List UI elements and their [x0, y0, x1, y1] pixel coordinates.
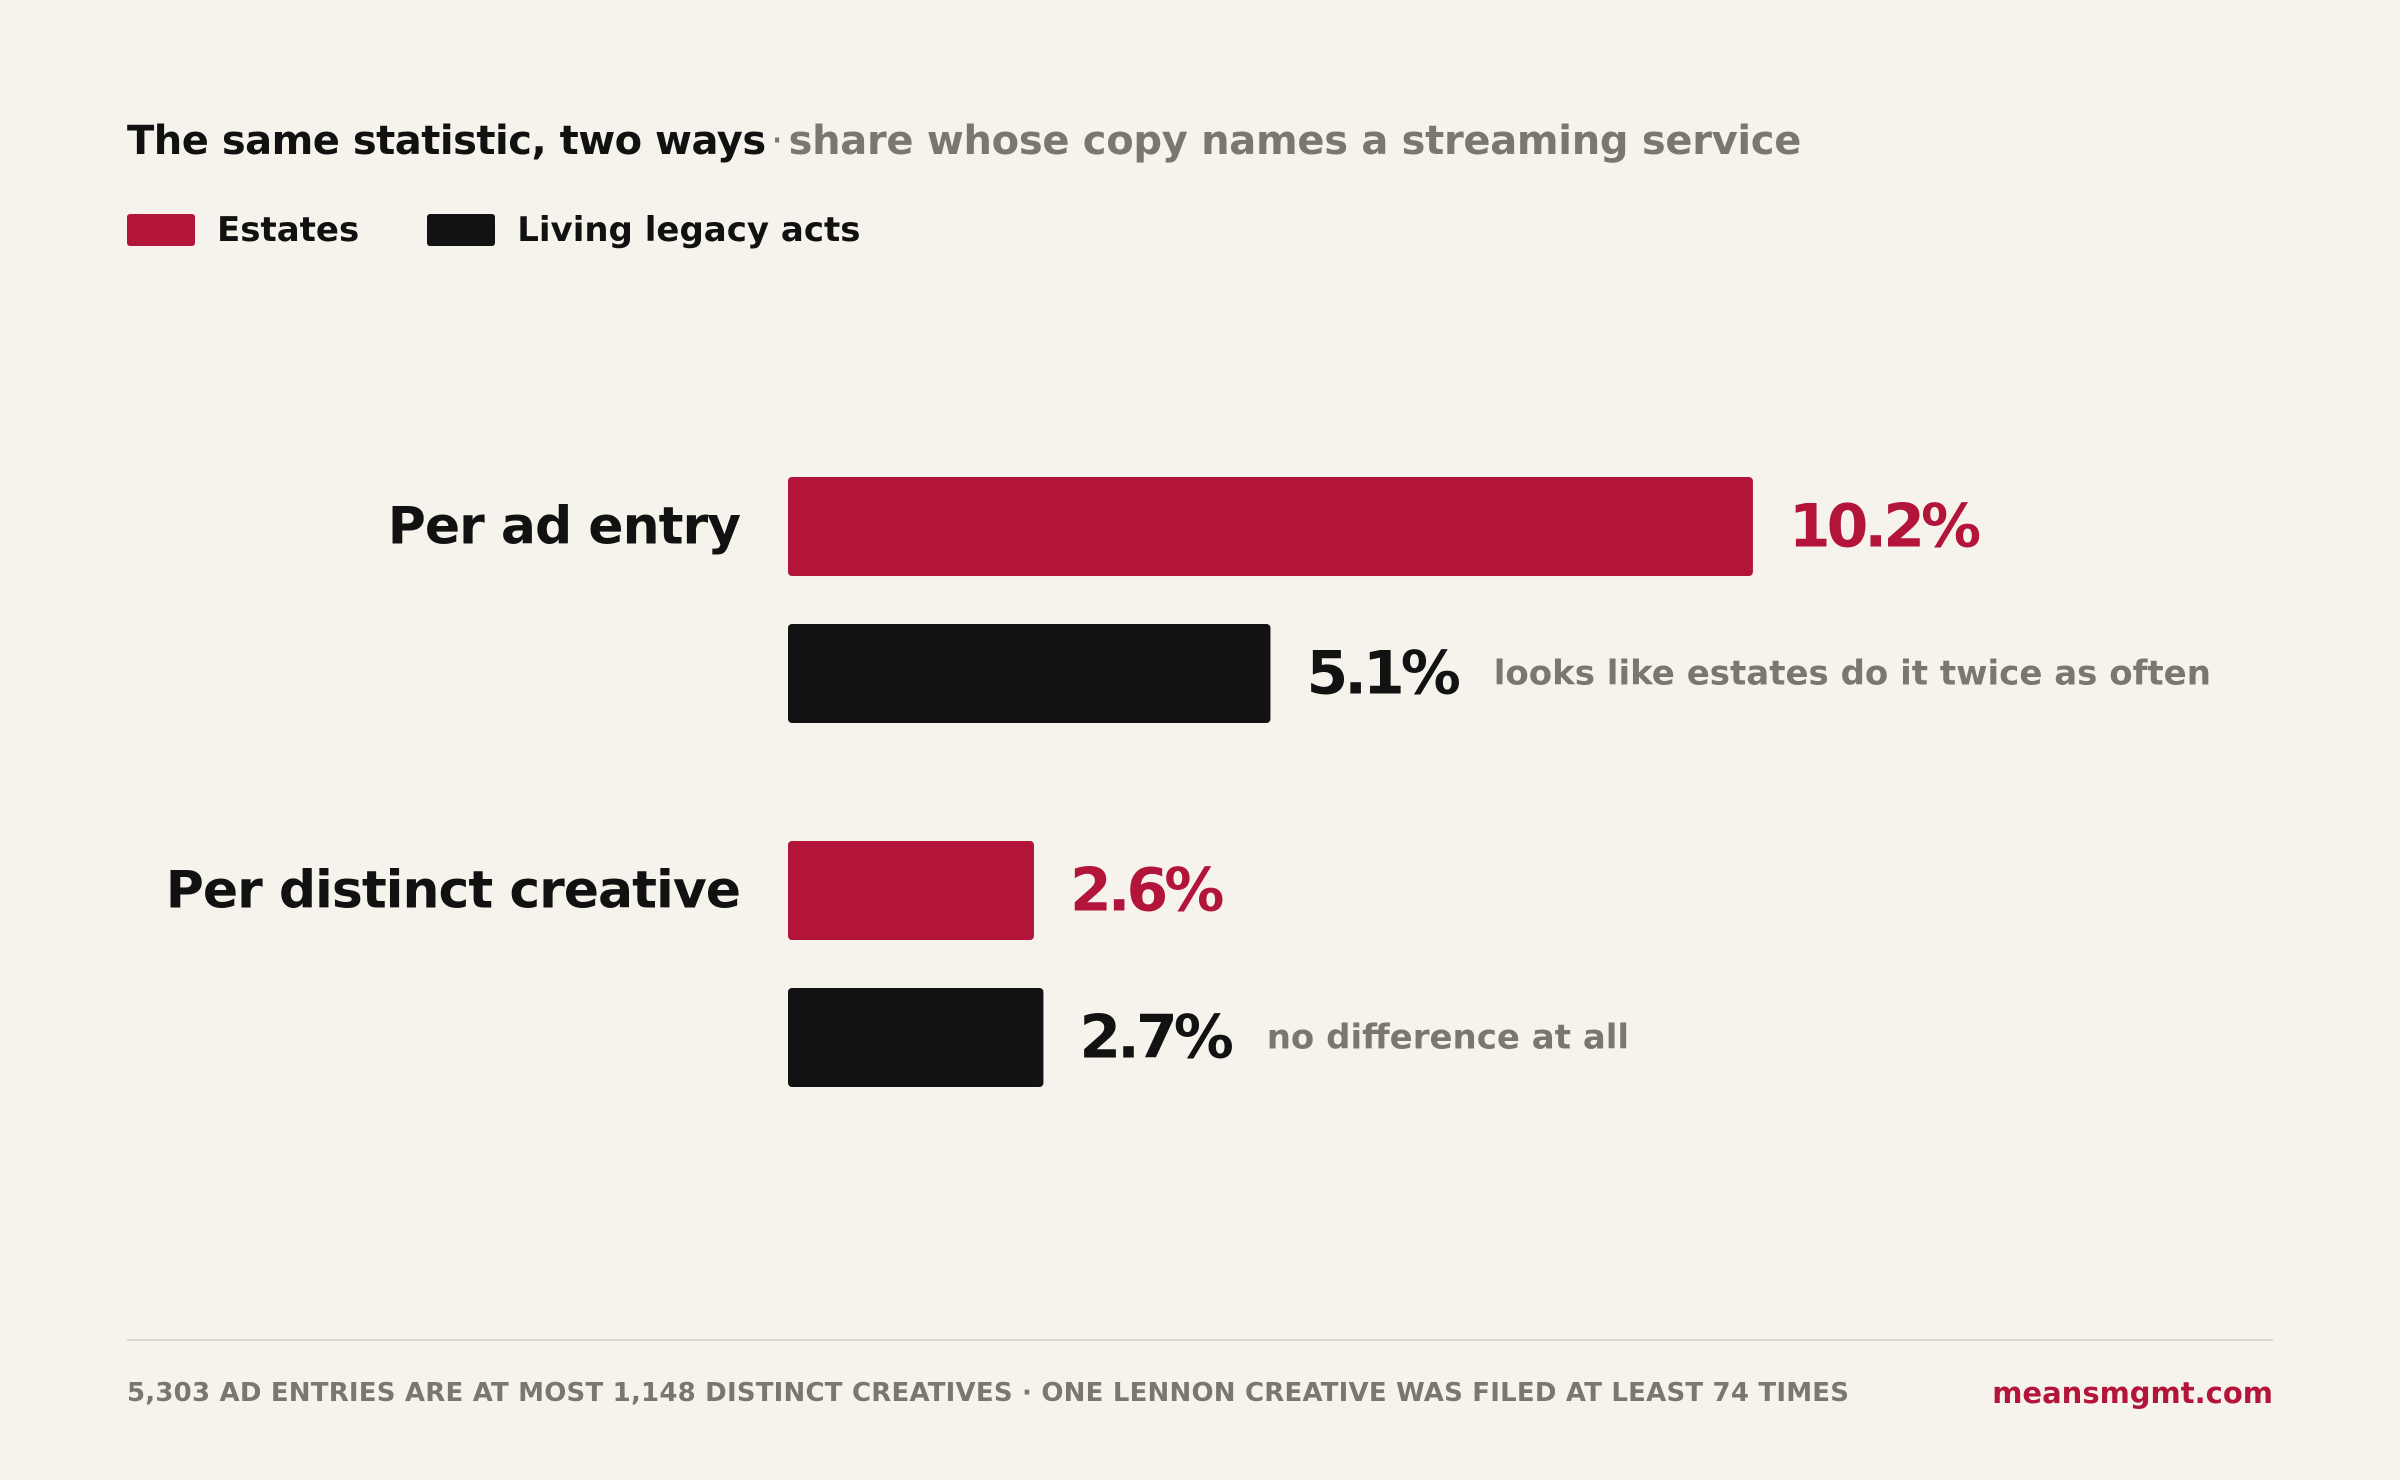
bar-estates-per-distinct-creative — [788, 841, 1034, 940]
bar-living-legacy-acts-per-ad-entry — [788, 624, 1271, 723]
legend-label-estates: Estates — [217, 210, 360, 250]
title-separator: · — [770, 118, 784, 164]
legend: Estates Living legacy acts — [127, 210, 928, 250]
chart-header: The same statistic, two ways · share who… — [127, 118, 1801, 164]
bar-living-legacy-acts-per-distinct-creative — [788, 988, 1044, 1087]
value-label-estates-per-distinct-creative: 2.6% — [1070, 856, 1223, 926]
legend-item-living-legacy-acts: Living legacy acts — [427, 210, 860, 250]
legend-swatch-estates — [127, 214, 195, 246]
legend-label-living-legacy-acts: Living legacy acts — [517, 210, 861, 250]
footer-divider — [127, 1339, 2273, 1341]
brand-link[interactable]: meansmgmt.com — [1992, 1376, 2273, 1410]
category-label-per-distinct-creative: Per distinct creative — [166, 861, 740, 921]
annotation-per-distinct-creative: no difference at all — [1267, 1018, 1629, 1058]
legend-swatch-living-legacy-acts — [427, 214, 496, 246]
chart-subtitle: share whose copy names a streaming servi… — [788, 118, 1802, 164]
footnote: 5,303 AD ENTRIES ARE AT MOST 1,148 DISTI… — [127, 1378, 1850, 1408]
legend-item-estates: Estates — [127, 210, 359, 250]
bar-estates-per-ad-entry — [788, 477, 1753, 576]
value-label-living-legacy-acts-per-distinct-creative: 2.7% — [1079, 1003, 1232, 1073]
value-label-living-legacy-acts-per-ad-entry: 5.1% — [1306, 639, 1459, 709]
value-label-estates-per-ad-entry: 10.2% — [1789, 492, 1980, 562]
annotation-per-ad-entry: looks like estates do it twice as often — [1494, 654, 2211, 694]
category-label-per-ad-entry: Per ad entry — [388, 497, 740, 557]
chart-title: The same statistic, two ways — [127, 118, 766, 164]
